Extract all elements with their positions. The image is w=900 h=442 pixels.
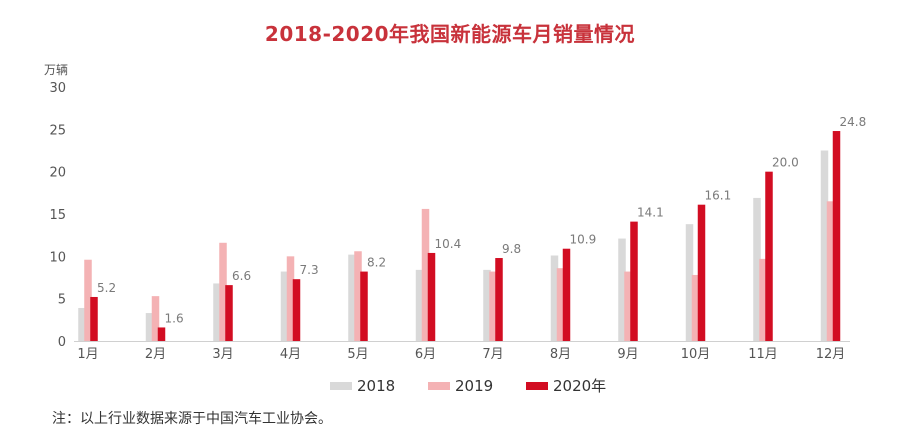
source-note: 注：以上行业数据来源于中国汽车工业协会。 — [52, 411, 332, 427]
x-tick-label: 3月 — [212, 347, 233, 362]
bar-2020年-1月 — [90, 296, 98, 341]
x-tick-label: 10月 — [681, 347, 711, 362]
bar-2020年-12月 — [832, 131, 841, 341]
bar-2019-9月 — [624, 271, 632, 341]
bar-2019-12月 — [826, 201, 835, 341]
data-label: 9.8 — [502, 242, 521, 256]
bar-2018-6月 — [415, 269, 424, 341]
bar-2018-8月 — [550, 255, 559, 341]
data-label: 24.8 — [840, 115, 867, 129]
x-tick-label: 8月 — [550, 347, 571, 362]
legend-label-2020年: 2020年 — [553, 377, 606, 395]
bar-2020年-11月 — [765, 171, 773, 341]
data-label: 8.2 — [367, 256, 386, 270]
bar-2018-4月 — [280, 271, 289, 341]
data-label: 1.6 — [165, 311, 184, 325]
y-tick-label: 10 — [49, 250, 66, 265]
bar-2018-10月 — [685, 224, 694, 341]
x-tick-label: 5月 — [347, 347, 368, 362]
bar-2020年-8月 — [562, 248, 571, 341]
bar-2019-3月 — [219, 242, 227, 341]
data-label: 7.3 — [300, 263, 319, 277]
bar-2020年-7月 — [495, 258, 503, 341]
chart-title: 2018-2020年我国新能源车月销量情况 — [264, 22, 636, 46]
data-label: 10.9 — [570, 233, 597, 247]
bar-2019-7月 — [489, 271, 497, 341]
data-label: 20.0 — [772, 156, 799, 170]
bar-2019-11月 — [759, 258, 767, 341]
x-tick-label: 7月 — [482, 347, 503, 362]
data-label: 16.1 — [705, 189, 732, 203]
bar-2020年-9月 — [630, 221, 638, 341]
y-tick-label: 0 — [58, 335, 66, 350]
bar-2018-3月 — [213, 283, 221, 341]
bar-2019-6月 — [421, 208, 430, 341]
y-axis-unit-label: 万辆 — [44, 63, 68, 77]
bar-2019-5月 — [354, 251, 362, 341]
legend-swatch-2019 — [428, 382, 450, 390]
data-label: 5.2 — [97, 281, 116, 295]
bar-2020年-4月 — [292, 279, 301, 341]
legend-swatch-2018 — [330, 382, 352, 390]
bar-chart: 万辆 0 5 10 15 20 25 30 1月 5.2 2月 1.6 3月 6.6 4月 7.3 5月 8.2 6… — [44, 63, 867, 395]
bar-2018-12月 — [820, 150, 829, 341]
x-tick-label: 4月 — [280, 347, 301, 362]
bar-2019-4月 — [286, 256, 295, 341]
legend-label-2018: 2018 — [357, 377, 395, 395]
bar-2018-9月 — [618, 238, 626, 341]
bar-2020年-6月 — [427, 252, 436, 341]
x-tick-label: 12月 — [816, 347, 846, 362]
x-tick-label: 1月 — [77, 347, 98, 362]
bar-2020年-3月 — [225, 285, 233, 341]
bar-2020年-5月 — [360, 271, 368, 341]
bar-2018-5月 — [348, 254, 356, 341]
bar-2019-1月 — [84, 259, 92, 341]
bar-2020年-2月 — [157, 327, 166, 341]
bar-2018-11月 — [753, 197, 761, 341]
legend-label-2019: 2019 — [455, 377, 493, 395]
y-tick-label: 30 — [49, 81, 66, 96]
bar-2019-10月 — [691, 274, 700, 341]
bar-2020年-10月 — [697, 204, 706, 341]
y-tick-label: 5 — [58, 293, 66, 308]
data-label: 10.4 — [435, 237, 462, 251]
x-tick-label: 11月 — [748, 347, 778, 362]
bar-2019-2月 — [151, 296, 160, 341]
y-tick-label: 25 — [49, 123, 66, 138]
y-tick-label: 15 — [49, 208, 66, 223]
data-label: 14.1 — [637, 206, 664, 220]
x-tick-label: 6月 — [415, 347, 436, 362]
x-tick-label: 2月 — [145, 347, 166, 362]
bar-2018-2月 — [145, 313, 154, 341]
y-tick-label: 20 — [49, 166, 66, 181]
bar-2018-1月 — [78, 307, 86, 341]
x-tick-label: 9月 — [617, 347, 638, 362]
data-label: 6.6 — [232, 269, 251, 283]
legend-swatch-2020年 — [526, 382, 548, 390]
bar-2019-8月 — [556, 268, 565, 341]
bar-2018-7月 — [483, 269, 491, 341]
